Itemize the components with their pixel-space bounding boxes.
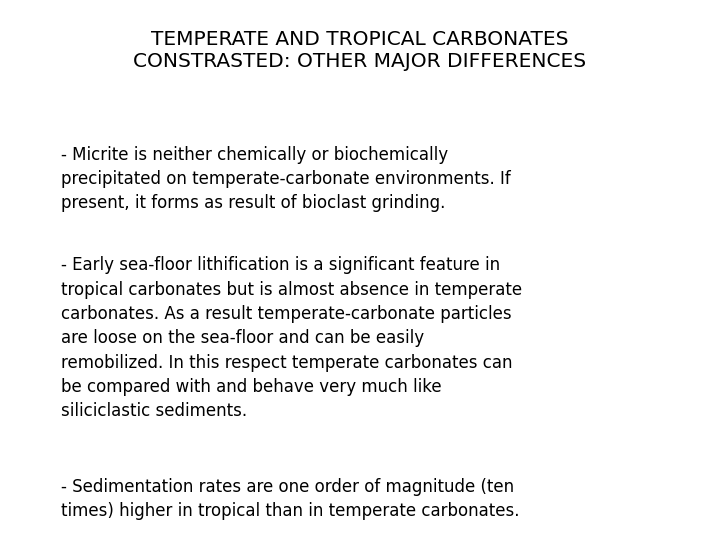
Text: TEMPERATE AND TROPICAL CARBONATES
CONSTRASTED: OTHER MAJOR DIFFERENCES: TEMPERATE AND TROPICAL CARBONATES CONSTR… [133, 30, 587, 71]
Text: - Early sea-floor lithification is a significant feature in
tropical carbonates : - Early sea-floor lithification is a sig… [61, 256, 522, 420]
Text: - Micrite is neither chemically or biochemically
precipitated on temperate-carbo: - Micrite is neither chemically or bioch… [61, 146, 511, 212]
Text: - Sedimentation rates are one order of magnitude (ten
times) higher in tropical : - Sedimentation rates are one order of m… [61, 478, 520, 520]
